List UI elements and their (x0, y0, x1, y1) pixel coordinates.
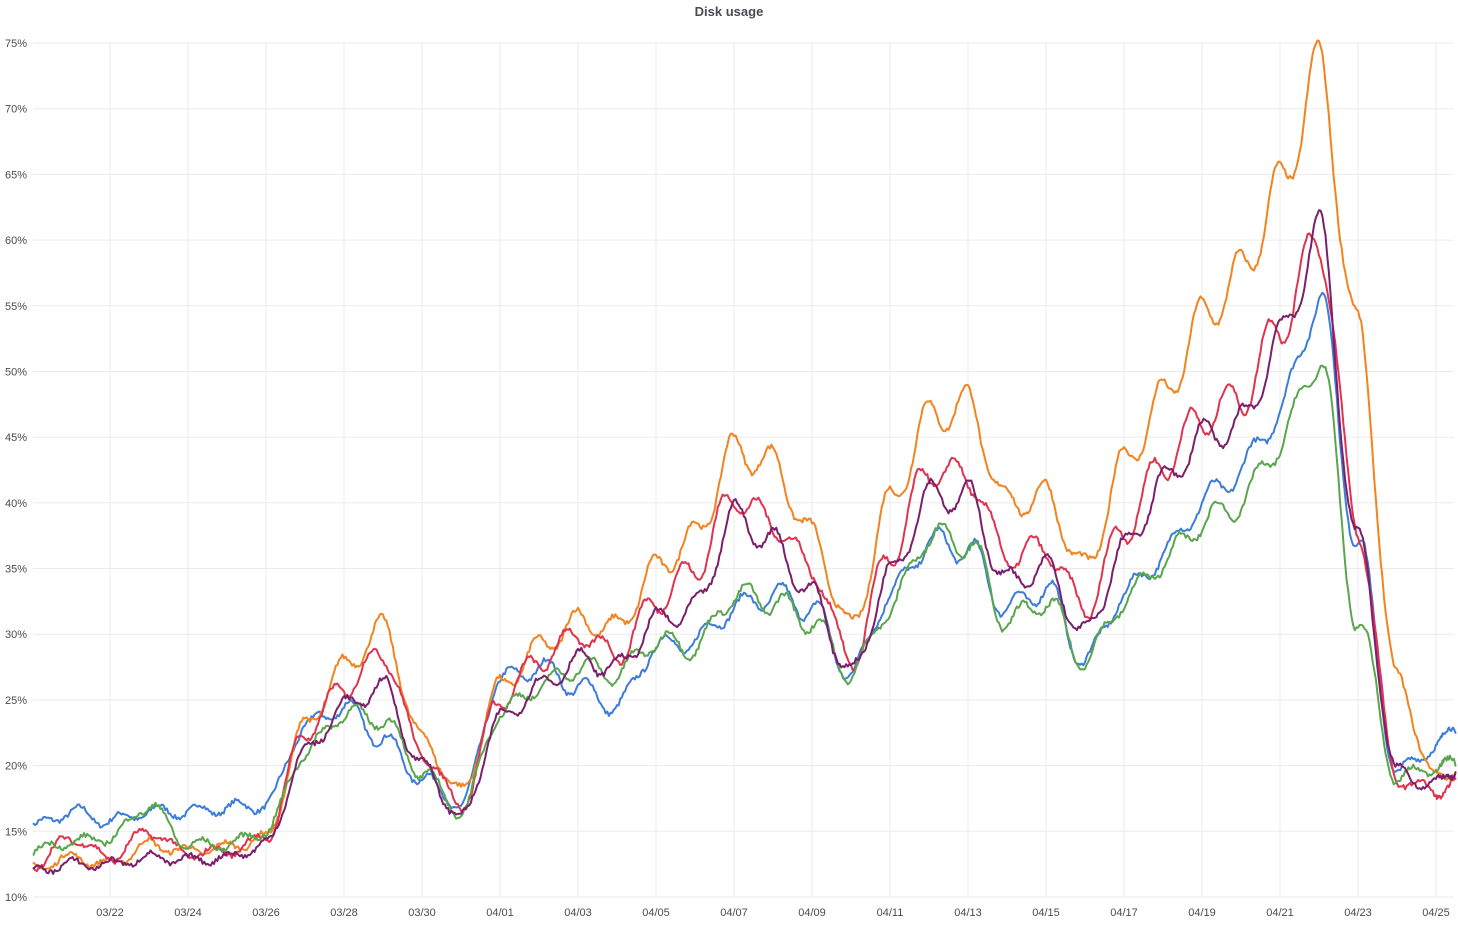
x-grid (109, 43, 1437, 897)
y-tick-label: 45% (5, 432, 27, 444)
series-line-1 (32, 291, 1457, 829)
series-line-2 (32, 39, 1457, 870)
y-tick-label: 10% (5, 892, 27, 904)
y-tick-label: 75% (5, 38, 27, 50)
y-tick-label: 30% (5, 629, 27, 641)
x-tick-label: 04/17 (1110, 907, 1138, 919)
x-tick-label: 04/07 (720, 907, 748, 919)
series-group (32, 39, 1457, 875)
x-tick-label: 04/05 (642, 907, 670, 919)
x-tick-label: 04/03 (564, 907, 592, 919)
x-tick-label: 03/26 (252, 907, 280, 919)
x-tick-label: 03/28 (330, 907, 358, 919)
y-tick-label: 25% (5, 695, 27, 707)
x-tick-label: 04/13 (954, 907, 982, 919)
y-axis: 10% 15% 20% 25% 30% 35% 40% 45% 50% 55% 60% 65% 70% 7… (5, 38, 27, 904)
y-tick-label: 20% (5, 761, 27, 773)
series-line-4 (32, 364, 1457, 856)
x-tick-label: 04/15 (1032, 907, 1060, 919)
x-tick-label: 03/24 (174, 907, 202, 919)
x-tick-label: 04/01 (486, 907, 514, 919)
y-tick-label: 40% (5, 498, 27, 510)
y-tick-label: 65% (5, 169, 27, 181)
chart-title: Disk usage (694, 4, 764, 19)
y-tick-label: 35% (5, 564, 27, 576)
x-tick-label: 03/22 (96, 907, 124, 919)
x-tick-label: 04/21 (1266, 907, 1294, 919)
x-tick-label: 04/19 (1188, 907, 1216, 919)
x-tick-label: 04/11 (877, 907, 904, 919)
y-tick-label: 60% (5, 235, 27, 247)
y-tick-label: 55% (5, 301, 27, 313)
x-tick-label: 04/25 (1422, 907, 1450, 919)
y-grid (33, 42, 1454, 898)
y-tick-label: 15% (5, 826, 27, 838)
x-tick-label: 03/30 (408, 907, 436, 919)
x-axis: 03/22 03/24 03/26 03/28 03/30 04/01 04/03 04/05… (96, 907, 1450, 919)
x-tick-label: 04/09 (798, 907, 826, 919)
x-tick-label: 04/23 (1344, 907, 1372, 919)
y-tick-label: 50% (5, 366, 27, 378)
series-line-5 (32, 209, 1457, 875)
y-tick-label: 70% (5, 104, 27, 116)
series-line-3 (32, 232, 1457, 873)
